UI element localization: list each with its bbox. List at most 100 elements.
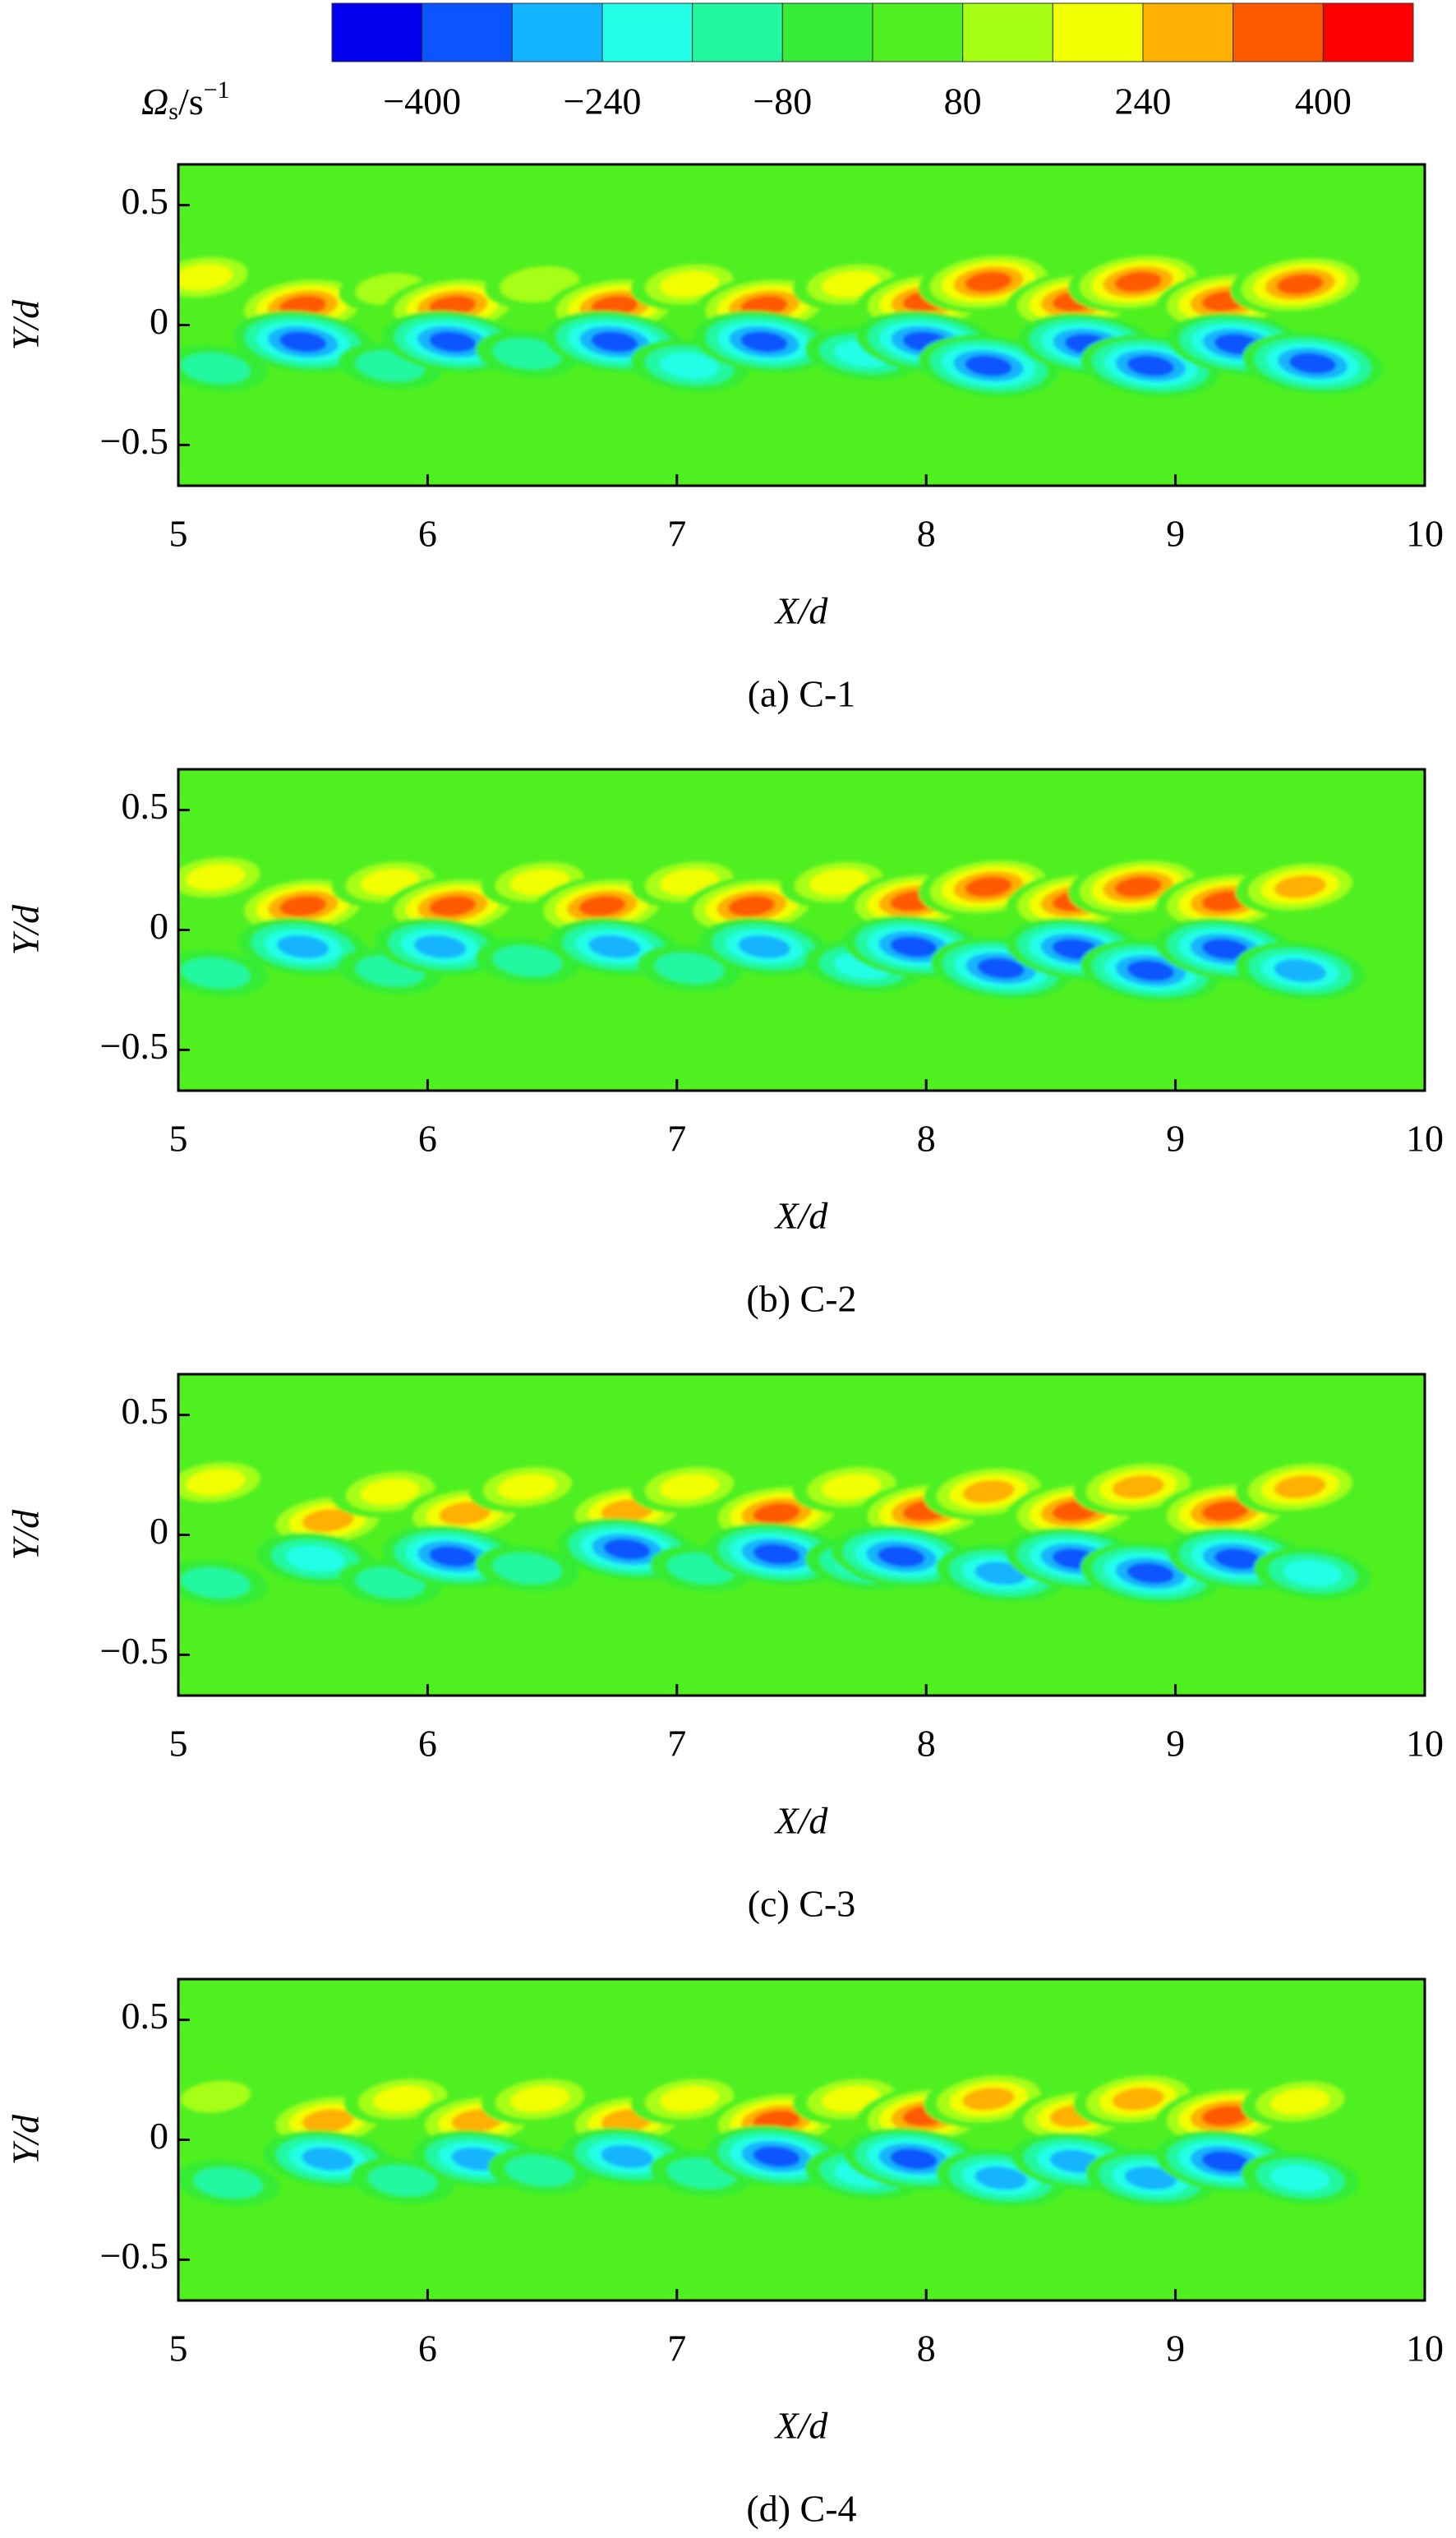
contour-level <box>181 353 251 384</box>
contour-level <box>429 1546 477 1567</box>
y-tick-label: −0.5 <box>100 1630 168 1672</box>
contour-level <box>1283 1560 1343 1587</box>
contour-field <box>178 2070 1359 2208</box>
contour-level <box>753 2146 800 2167</box>
y-axis-label: Y/d <box>5 2114 47 2165</box>
vortex <box>1235 1458 1366 1516</box>
vortex <box>1241 2152 1359 2205</box>
x-tick-label: 10 <box>1406 1723 1444 1765</box>
contour-level <box>1127 1562 1174 1584</box>
vortex <box>1235 857 1366 916</box>
y-tick-label: 0 <box>150 905 168 947</box>
contour-level <box>962 1479 1015 1503</box>
contour-level <box>497 1474 557 1501</box>
contour-level <box>878 1546 925 1567</box>
vortex <box>706 1482 847 1544</box>
x-tick-label: 10 <box>1406 2328 1444 2370</box>
x-tick-label: 5 <box>169 1118 188 1160</box>
contour-level <box>277 934 329 958</box>
contour-level <box>193 2167 263 2199</box>
contour-level <box>1289 353 1336 374</box>
x-tick-label: 9 <box>1166 513 1185 555</box>
contour-level <box>660 2085 719 2112</box>
x-tick-label: 9 <box>1166 1118 1185 1160</box>
y-axis-label: Y/d <box>5 904 47 955</box>
contour-level <box>660 353 719 380</box>
vortex <box>831 1525 972 1588</box>
vortex <box>693 311 835 373</box>
contour-level <box>753 1544 800 1565</box>
contour-field <box>178 1456 1372 1607</box>
contour-level <box>492 945 562 977</box>
x-tick-label: 8 <box>917 1118 936 1160</box>
colorbar-band <box>331 2 423 62</box>
symbol: Ω <box>141 81 168 122</box>
x-tick-label: 10 <box>1406 513 1444 555</box>
y-axis-label: Y/d <box>5 299 47 350</box>
vortex <box>375 917 505 976</box>
y-tick-label: −0.5 <box>100 420 168 462</box>
contour-level <box>1276 274 1324 295</box>
contour-level <box>302 1508 354 1532</box>
vortex <box>178 2159 280 2207</box>
contour-level <box>1112 2087 1164 2111</box>
contour-level <box>492 1553 562 1585</box>
colorbar-tick-label: 80 <box>944 81 982 122</box>
y-tick-label: 0 <box>150 2115 168 2157</box>
x-axis-label: X/d <box>774 2405 829 2447</box>
contour-level <box>965 271 1012 293</box>
contour-level <box>1201 939 1249 960</box>
colorbar-band <box>601 2 693 62</box>
contour-level <box>753 1502 800 1524</box>
caption: (a) C-1 <box>748 673 856 715</box>
x-tick-label: 7 <box>667 1118 686 1160</box>
contour-level <box>728 895 776 916</box>
contour-level <box>738 934 790 958</box>
colorbar-tick-label: 240 <box>1115 81 1172 122</box>
colorbar-band <box>1322 2 1414 62</box>
contour-level <box>1274 1475 1326 1499</box>
contour-level <box>1114 271 1162 293</box>
x-tick-label: 8 <box>917 1723 936 1765</box>
x-axis-label: X/d <box>774 1800 829 1842</box>
contour-level <box>660 1474 719 1501</box>
contour-level <box>809 869 869 896</box>
y-tick-label: 0.5 <box>122 1995 169 2037</box>
contour-level <box>505 2155 574 2187</box>
contour-level <box>578 895 626 916</box>
contour-level <box>822 1474 882 1501</box>
x-axis-label: X/d <box>774 1195 829 1237</box>
vortex <box>481 2072 599 2125</box>
colorbar-band <box>1142 2 1234 62</box>
x-tick-label: 6 <box>418 1723 437 1765</box>
subscript: s <box>168 98 178 125</box>
x-tick-label: 6 <box>418 1118 437 1160</box>
contour-level <box>1124 2167 1177 2190</box>
colorbar-band <box>1233 2 1324 62</box>
contour-level <box>1274 959 1326 983</box>
vortex <box>1241 2074 1359 2128</box>
contour-level <box>740 331 788 353</box>
x-tick-label: 6 <box>418 513 437 555</box>
caption: (c) C-3 <box>748 1883 856 1925</box>
colorbar-tick-label: −240 <box>564 81 642 122</box>
contour-level <box>1270 2165 1330 2192</box>
contour-level <box>510 2085 569 2112</box>
contour-level <box>429 895 477 916</box>
x-tick-label: 10 <box>1406 1118 1444 1160</box>
x-tick-label: 5 <box>169 2328 188 2370</box>
colorbar-band <box>511 2 603 62</box>
vortex <box>1230 253 1371 316</box>
y-tick-label: 0.5 <box>122 180 169 222</box>
x-tick-label: 8 <box>917 2328 936 2370</box>
contour-level <box>1127 355 1174 376</box>
colorbar-band <box>422 2 513 62</box>
caption: (b) C-2 <box>746 1278 856 1320</box>
contour-level <box>1112 1475 1164 1499</box>
colorbar-band <box>692 2 783 62</box>
contour-field <box>178 851 1366 1002</box>
colorbar-band <box>1052 2 1144 62</box>
y-axis-label: Y/d <box>5 1509 47 1560</box>
colorbar-band <box>781 2 873 62</box>
